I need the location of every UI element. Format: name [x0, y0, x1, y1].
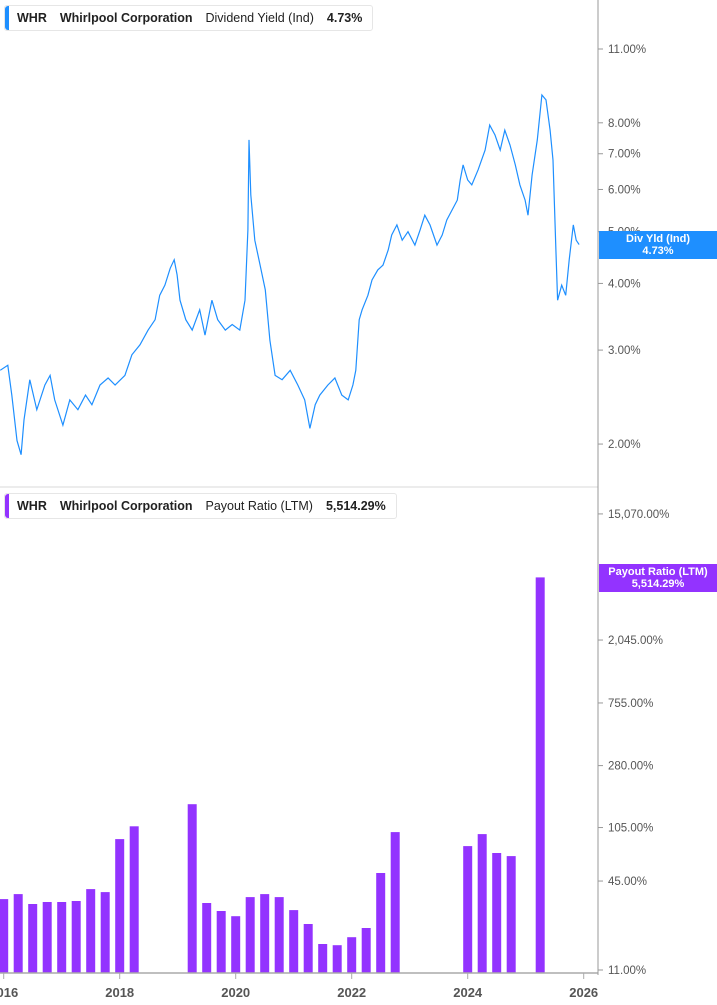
top-y-tick-label: 3.00% [608, 345, 641, 357]
top-y-tick-label: 6.00% [608, 184, 641, 196]
payout-bar [28, 904, 38, 973]
payout-bar [260, 894, 270, 973]
x-tick-label: 2024 [453, 985, 483, 1000]
payout-bars [0, 577, 545, 973]
payout-bar [492, 853, 502, 973]
payout-bar [274, 897, 284, 973]
bottom-y-tick-label: 15,070.00% [608, 509, 669, 521]
bottom-tag-label: Payout Ratio (LTM) [608, 566, 708, 578]
top-y-tick-label: 11.00% [608, 44, 646, 56]
top-value-tag: Div Yld (Ind) 4.73% [599, 231, 717, 259]
bottom-y-tick-label: 11.00% [608, 965, 646, 977]
payout-bar [390, 832, 400, 973]
payout-bar [347, 937, 357, 973]
top-legend-company: Whirlpool Corporation [59, 11, 193, 25]
payout-bar [57, 902, 67, 973]
top-legend: WHR Whirlpool Corporation Dividend Yield… [4, 5, 374, 31]
payout-bar [115, 839, 125, 973]
payout-bar [477, 834, 487, 973]
bottom-y-tick-label: 105.00% [608, 823, 653, 835]
payout-bar [506, 856, 516, 973]
payout-bar [376, 873, 386, 973]
top-legend-ticker: WHR [17, 11, 47, 25]
top-legend-metric: Dividend Yield (Ind) [205, 11, 314, 25]
payout-bar [231, 916, 241, 973]
top-tag-value: 4.73% [642, 245, 674, 257]
top-legend-color [5, 6, 9, 30]
payout-bar [13, 894, 23, 973]
payout-bar [71, 901, 81, 973]
top-legend-value: 4.73% [326, 11, 363, 25]
bottom-y-axis: 15,070.00% 2,045.00% 755.00% 280.00% 105.00%… [598, 509, 669, 977]
top-y-tick-label: 8.00% [608, 118, 641, 130]
x-tick-label: 2022 [337, 985, 366, 1000]
payout-bar [289, 910, 299, 973]
bottom-legend-metric: Payout Ratio (LTM) [205, 499, 313, 513]
payout-bar [42, 902, 52, 973]
bottom-y-tick-label: 45.00% [608, 876, 647, 888]
payout-bar [86, 889, 96, 973]
top-tag-label: Div Yld (Ind) [626, 233, 690, 245]
x-tick-label: 2020 [221, 985, 250, 1000]
bottom-legend-ticker: WHR [17, 499, 47, 513]
payout-bar [129, 826, 139, 973]
bottom-legend-value: 5,514.29% [325, 499, 386, 513]
payout-bar [361, 928, 371, 973]
top-y-tick-label: 7.00% [608, 149, 641, 161]
bottom-y-tick-label: 755.00% [608, 698, 653, 710]
payout-bar [318, 944, 328, 973]
payout-bar [332, 945, 342, 973]
bottom-legend-company: Whirlpool Corporation [59, 499, 193, 513]
bottom-tag-value: 5,514.29% [631, 578, 685, 590]
payout-bar [303, 924, 313, 973]
payout-bar [535, 577, 545, 973]
x-tick-label: 2026 [569, 985, 598, 1000]
top-y-axis: 11.00%8.00%7.00%6.00%5.00%4.00%3.00%2.00… [598, 44, 646, 451]
payout-bar [187, 804, 197, 973]
x-tick-label: 2016 [0, 985, 18, 1000]
payout-bar [463, 846, 473, 973]
bottom-legend: WHR Whirlpool Corporation Payout Ratio (… [4, 493, 397, 519]
x-tick-label: 2018 [105, 985, 134, 1000]
top-y-tick-label: 2.00% [608, 439, 641, 451]
bottom-y-tick-label: 280.00% [608, 761, 653, 773]
payout-bar [0, 899, 9, 973]
bottom-y-tick-label: 2,045.00% [608, 635, 663, 647]
top-y-tick-label: 4.00% [608, 278, 641, 290]
payout-bar [202, 903, 212, 973]
x-axis: 2016 2018 2020 2022 2024 2026 [0, 972, 598, 1000]
dividend-yield-line [0, 93, 580, 455]
payout-bar [100, 892, 110, 973]
bottom-value-tag: Payout Ratio (LTM) 5,514.29% [599, 564, 717, 592]
payout-bar [216, 911, 226, 973]
bottom-legend-color [5, 494, 9, 518]
payout-bar [245, 897, 255, 973]
